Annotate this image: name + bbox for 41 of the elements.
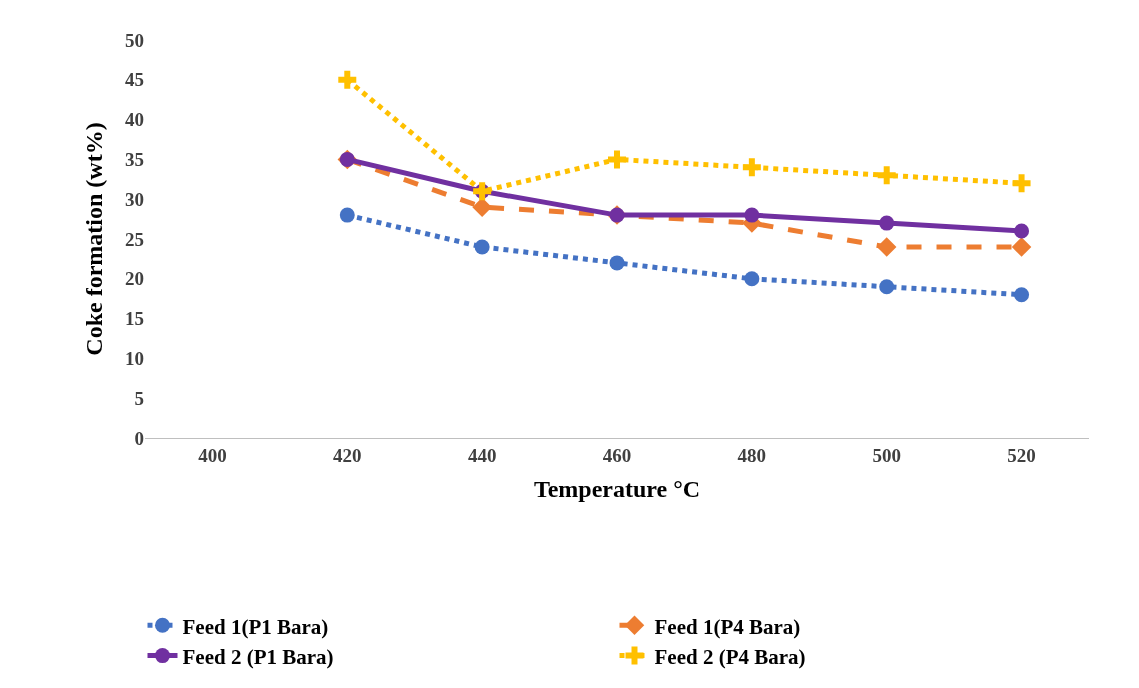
y-tick-label: 15	[125, 308, 144, 330]
y-tick-label: 30	[125, 188, 144, 210]
point	[1011, 237, 1032, 257]
point	[876, 237, 897, 257]
point	[608, 150, 626, 169]
y-tick-label: 25	[125, 228, 144, 250]
x-tick-label: 520	[1007, 444, 1036, 466]
y-tick-label: 35	[125, 149, 144, 171]
x-tick-label: 400	[198, 444, 227, 466]
x-tick-label: 420	[333, 444, 362, 466]
point	[1012, 174, 1031, 193]
point	[472, 197, 492, 217]
y-tick-label: 40	[125, 109, 144, 131]
y-tick-label: 0	[134, 427, 144, 449]
x-tick-label: 460	[602, 444, 632, 466]
point	[474, 239, 490, 255]
legend-label: Feed 2 (P1 Bara)	[182, 644, 334, 669]
point	[1014, 223, 1030, 239]
x-tick-label: 440	[467, 444, 497, 466]
point	[742, 158, 761, 177]
y-axis-title: Coke formation (wt%)	[81, 122, 108, 356]
legend-label: Feed 1(P4 Bara)	[654, 614, 801, 639]
y-tick-label: 5	[134, 387, 144, 409]
point	[609, 255, 625, 271]
point	[877, 166, 896, 185]
x-tick-label: 500	[872, 444, 901, 466]
y-tick-label: 45	[125, 69, 144, 91]
point	[879, 215, 895, 231]
y-tick-label: 10	[125, 348, 144, 370]
x-tick-label: 480	[737, 444, 767, 466]
point	[338, 70, 357, 89]
x-axis-title: Temperature °C	[533, 476, 701, 503]
y-tick-label: 20	[125, 268, 144, 290]
y-tick-label: 50	[125, 29, 144, 51]
point	[879, 279, 895, 295]
legend-label: Feed 1(P1 Bara)	[182, 614, 329, 639]
point	[744, 271, 760, 287]
point	[339, 207, 355, 223]
legend-label: Feed 2 (P4 Bara)	[654, 644, 806, 669]
point	[744, 207, 760, 223]
point	[1014, 287, 1030, 303]
